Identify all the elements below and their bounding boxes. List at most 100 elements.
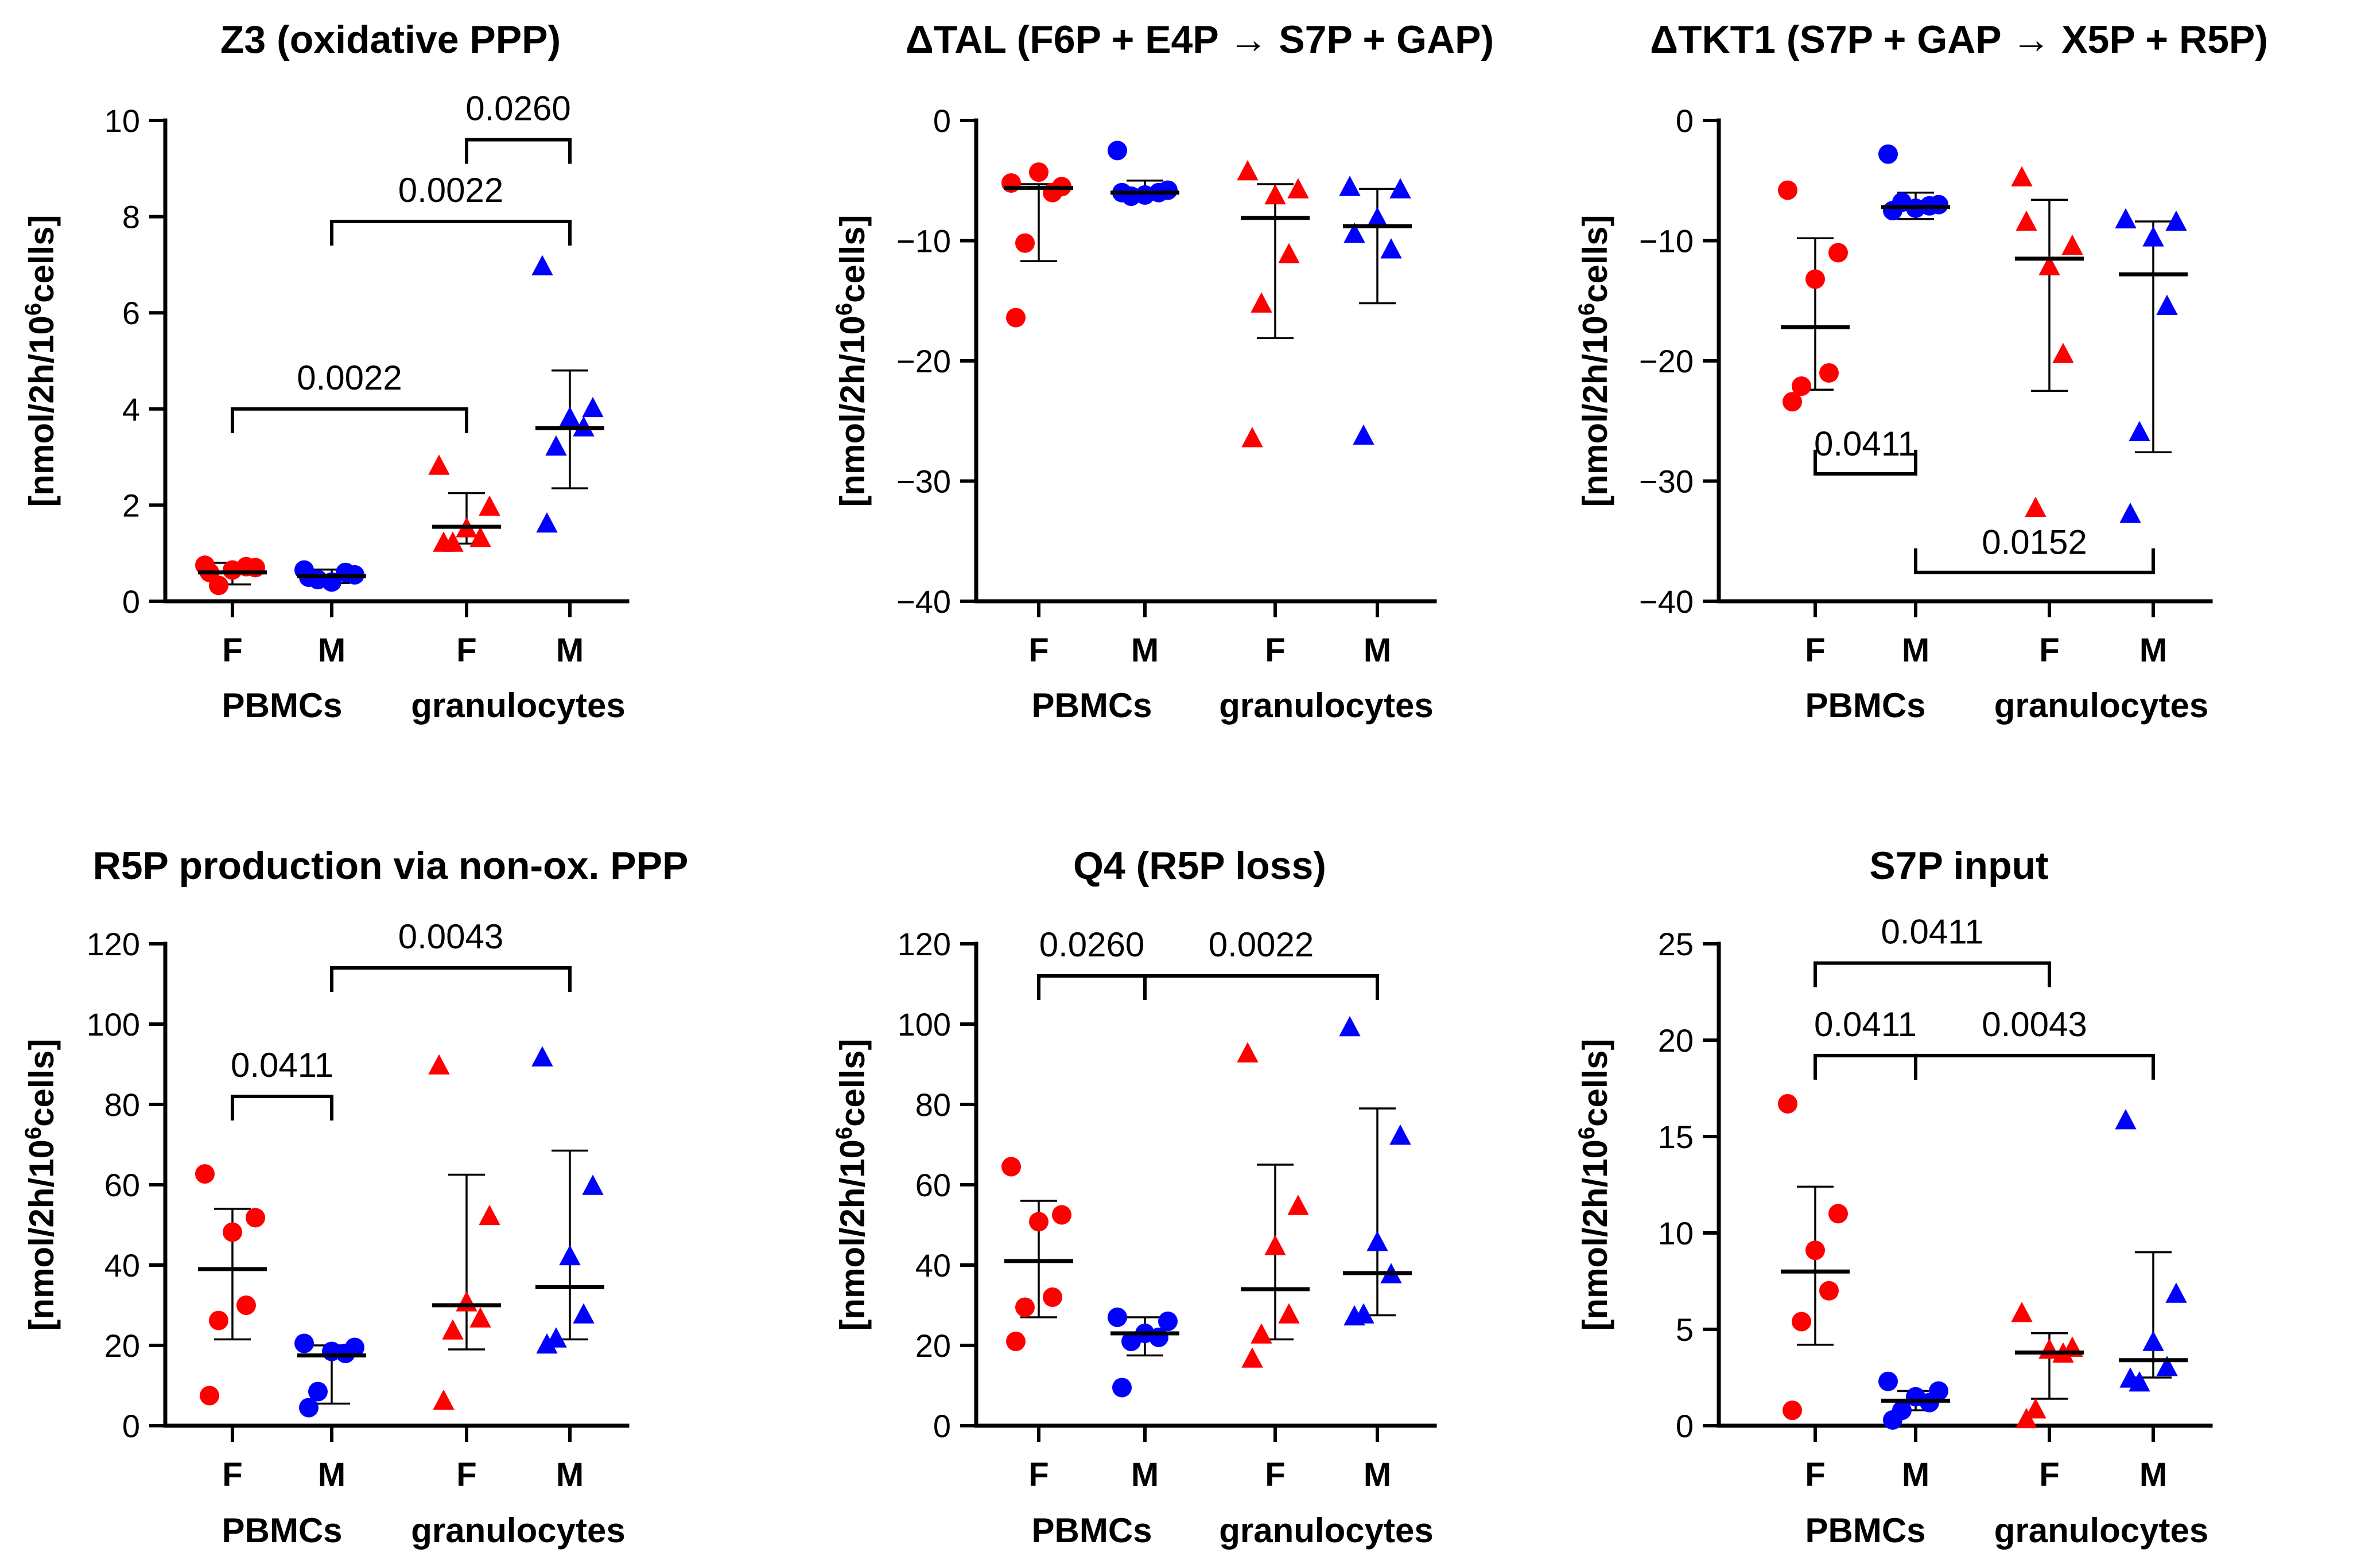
data-point	[2142, 1330, 2164, 1351]
p-value-label: 0.0043	[1982, 1005, 2087, 1044]
y-tick-label: 100	[87, 1006, 140, 1042]
data-point	[469, 526, 491, 547]
data-point	[1158, 1312, 1178, 1331]
y-axis-label: [nmol/2h/106cells]	[21, 1038, 61, 1330]
y-label-unit: cells]	[833, 1038, 872, 1126]
y-axis-label: [nmol/2h/106cells]	[832, 1038, 872, 1330]
series-granulocytes-f	[1237, 1042, 1310, 1368]
series-granulocytes-f	[1237, 160, 1310, 448]
bracket-line	[1143, 974, 1379, 1000]
series-pbmcs-f	[1001, 1157, 1073, 1351]
data-point	[1015, 1297, 1035, 1317]
data-point	[1883, 201, 1902, 221]
data-point	[2016, 1407, 2037, 1429]
data-point	[1819, 363, 1839, 383]
data-point	[1819, 1281, 1839, 1301]
x-category-label: F	[1265, 1456, 1285, 1493]
y-tick-label: 80	[104, 1087, 140, 1123]
chart-title: S7P input	[1869, 844, 2048, 888]
panel-6: S7P input [nmol/2h/106cells] 0 5 10 15 20 25 F M F…	[1574, 844, 2213, 1550]
data-point	[1783, 392, 1802, 412]
series-granulocytes-m	[1339, 1015, 1412, 1326]
p-value-label: 0.0022	[398, 171, 504, 209]
data-point	[1237, 160, 1259, 181]
data-point	[1108, 141, 1127, 161]
bracket-line	[1914, 1053, 2155, 1080]
series-pbmcs-f	[195, 555, 267, 596]
data-point	[1828, 1204, 1848, 1224]
series-granulocytes-f	[2011, 1302, 2084, 1429]
y-tick-label: −20	[1639, 343, 1694, 379]
y-label-unit: cells]	[1576, 1038, 1614, 1126]
series-granulocytes-m	[1339, 176, 1412, 445]
data-point	[2025, 1398, 2047, 1419]
y-tick-label: 40	[915, 1247, 951, 1283]
series-granulocytes-m	[531, 255, 604, 533]
y-tick-label: −30	[1639, 464, 1694, 500]
data-point	[469, 1307, 491, 1328]
p-value-label: 0.0022	[297, 359, 402, 397]
y-tick-label: 4	[122, 391, 140, 427]
series-granulocytes-f	[428, 454, 501, 552]
y-axis-label: [nmol/2h/106cells]	[21, 215, 61, 507]
bracket-line	[330, 219, 572, 246]
x-group-label: PBMCs	[1805, 686, 1925, 725]
bracket-line	[231, 1095, 333, 1120]
significance-bracket: 0.0411	[231, 1046, 333, 1120]
data-point	[2052, 343, 2074, 363]
y-tick-label: −40	[896, 583, 951, 620]
p-value-label: 0.0411	[1814, 425, 1917, 463]
data-point	[428, 454, 450, 475]
y-tick-label: 20	[1658, 1022, 1694, 1059]
data-point	[299, 1398, 319, 1418]
data-point	[1883, 1410, 1902, 1430]
data-point	[479, 495, 500, 516]
data-point	[456, 1291, 477, 1312]
data-point	[336, 562, 355, 582]
x-category-label: F	[1805, 1456, 1825, 1493]
y-tick-label: −10	[896, 223, 951, 259]
series-pbmcs-f	[1778, 1094, 1850, 1421]
y-tick-label: 10	[1658, 1215, 1694, 1251]
data-point	[545, 435, 567, 456]
y-label-unit: cells]	[22, 215, 61, 302]
data-point	[2165, 210, 2187, 231]
y-label-superscript: 6	[832, 303, 857, 316]
data-point	[531, 1046, 553, 1067]
y-tick-label: 6	[122, 295, 140, 331]
significance-bracket: 0.0022	[1143, 925, 1379, 1000]
data-point	[2156, 294, 2178, 316]
y-tick-label: 0	[1676, 1408, 1694, 1444]
y-axis-label: [nmol/2h/106cells]	[832, 215, 872, 507]
data-point	[1287, 1195, 1309, 1215]
chart-title: ΔTAL (F6P + E4P → S7P + GAP)	[906, 18, 1494, 61]
data-point	[1380, 238, 1402, 259]
x-category-label: M	[2139, 1456, 2167, 1493]
series-pbmcs-f	[1001, 162, 1073, 328]
data-point	[1251, 1323, 1272, 1344]
significance-bracket: 0.0260	[465, 90, 572, 164]
data-point	[1366, 207, 1388, 228]
x-category-label: M	[1902, 632, 1929, 669]
data-point	[1339, 176, 1361, 196]
p-value-label: 0.0411	[1814, 1005, 1917, 1044]
data-point	[1112, 1378, 1132, 1398]
significance-bracket: 0.0411	[1814, 913, 2051, 987]
data-point	[209, 1310, 228, 1330]
x-group-label: PBMCs	[222, 1511, 342, 1550]
data-point	[536, 1333, 558, 1354]
series-granulocytes-m	[2115, 208, 2188, 523]
data-point	[1343, 222, 1365, 243]
y-label-unit: cells]	[1576, 215, 1614, 302]
y-label-text: [nmol/2h/10	[833, 316, 872, 507]
data-point	[1029, 1212, 1049, 1232]
data-point	[2156, 1356, 2178, 1376]
p-value-label: 0.0260	[465, 90, 571, 128]
significance-bracket: 0.0411	[1814, 1005, 1917, 1080]
data-point	[2115, 1109, 2137, 1130]
significance-bracket: 0.0411	[1814, 425, 1917, 476]
data-point	[573, 1303, 595, 1324]
y-label-text: [nmol/2h/10	[1576, 316, 1614, 507]
data-point	[1108, 1308, 1127, 1327]
